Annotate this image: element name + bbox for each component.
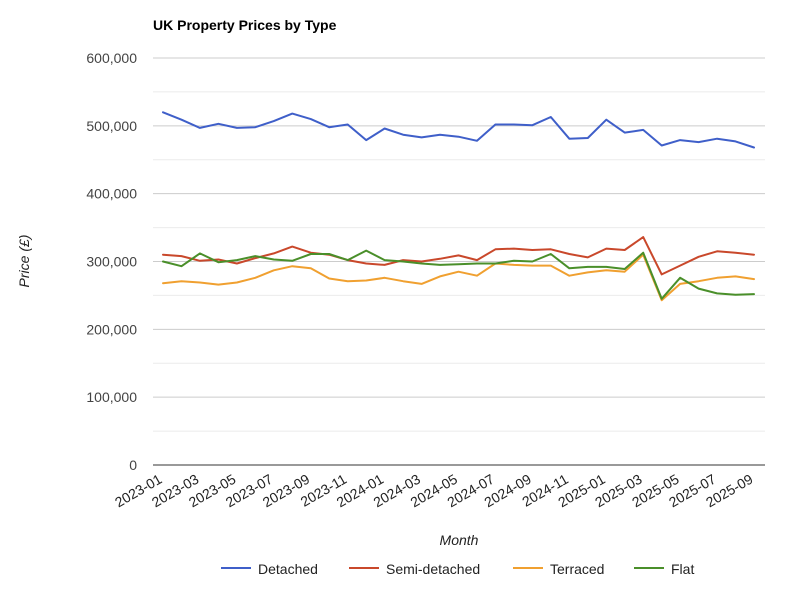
legend-item-detached: Detached	[221, 561, 318, 577]
gridlines	[153, 57, 765, 432]
legend-item-semi-detached: Semi-detached	[349, 561, 480, 577]
x-axis-title: Month	[440, 532, 479, 548]
legend-label: Terraced	[550, 561, 604, 577]
y-tick-label: 600,000	[86, 50, 137, 66]
y-tick-label: 400,000	[86, 186, 137, 202]
y-axis-title: Price (£)	[16, 235, 32, 288]
legend-item-flat: Flat	[634, 561, 694, 577]
series-line-flat	[162, 249, 755, 300]
legend-label: Semi-detached	[386, 561, 480, 577]
y-tick-label: 100,000	[86, 389, 137, 405]
legend-label: Flat	[671, 561, 694, 577]
y-tick-label: 200,000	[86, 321, 137, 337]
legend-item-terraced: Terraced	[513, 561, 604, 577]
series-line-semi-detached	[162, 236, 755, 276]
legend-label: Detached	[258, 561, 318, 577]
series-line-detached	[162, 111, 755, 149]
y-tick-label: 300,000	[86, 254, 137, 270]
y-tick-label: 500,000	[86, 118, 137, 134]
x-axis-ticks: 2023-012023-032023-052023-072023-092023-…	[112, 471, 756, 511]
y-tick-label: 0	[129, 457, 137, 473]
legend: Detached Semi-detached Terraced Flat	[221, 561, 694, 577]
y-axis-ticks: 0 100,000 200,000 300,000 400,000 500,000 600,…	[86, 50, 137, 473]
chart-title: UK Property Prices by Type	[153, 17, 337, 33]
series-lines	[162, 111, 755, 302]
